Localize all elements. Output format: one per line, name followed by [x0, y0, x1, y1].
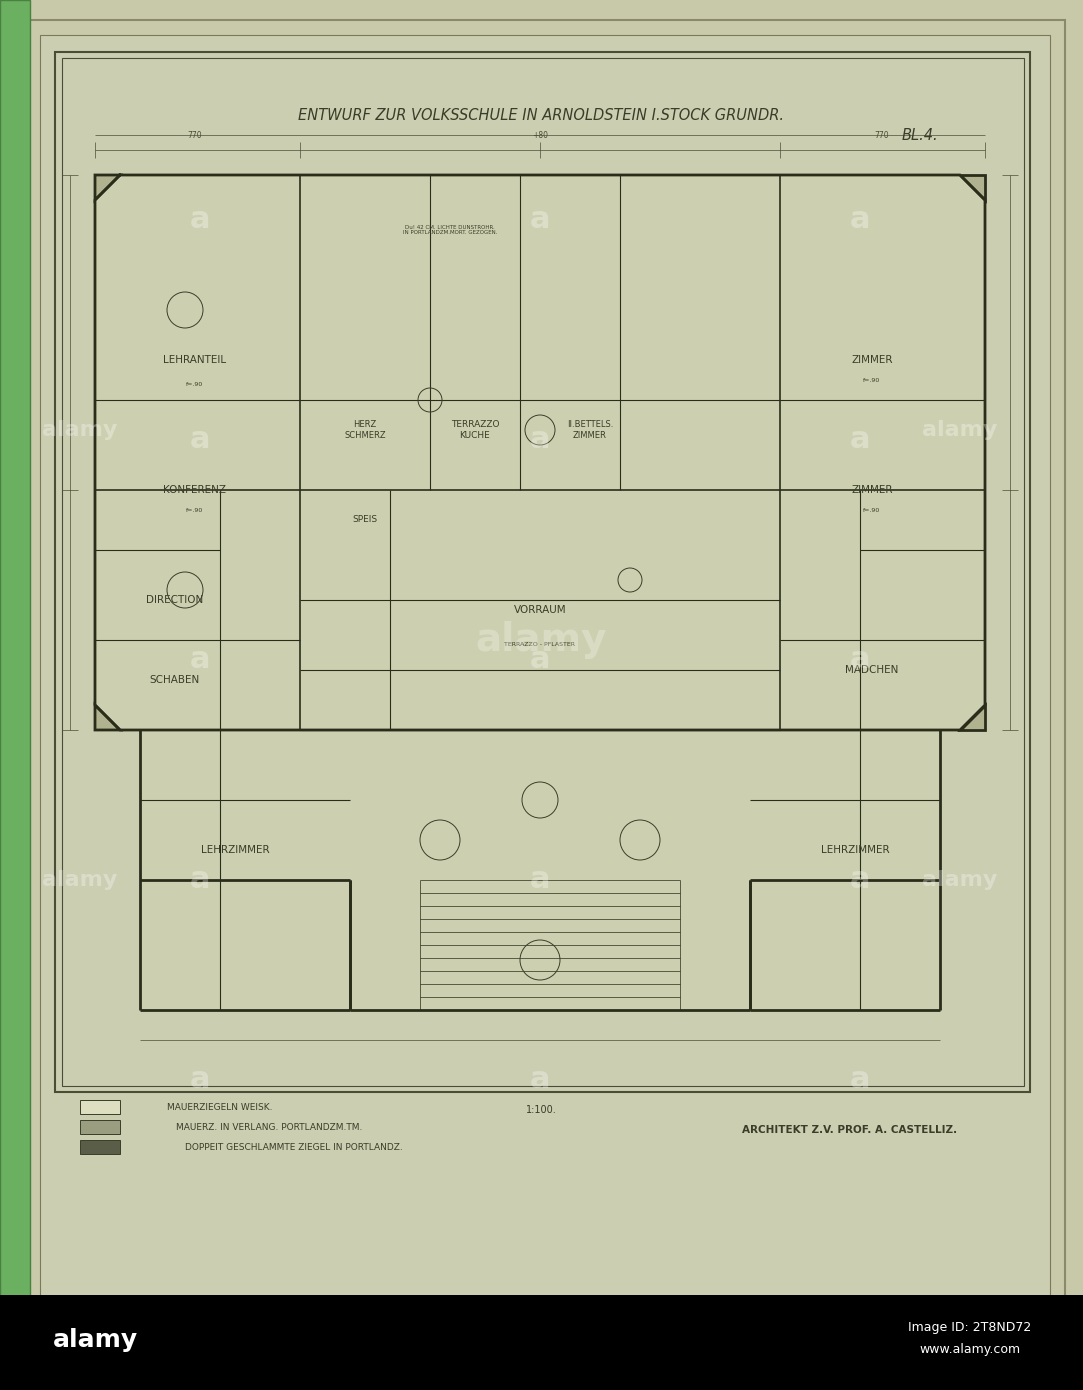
Text: MAUERZ. IN VERLANG. PORTLANDZM.TM.: MAUERZ. IN VERLANG. PORTLANDZM.TM.: [177, 1123, 363, 1131]
Text: a: a: [850, 425, 871, 455]
Bar: [80, 1120, 120, 1134]
Text: SCHABEN: SCHABEN: [149, 676, 200, 685]
Text: LEHRZIMMER: LEHRZIMMER: [200, 845, 270, 855]
Bar: [0, 0, 30, 1390]
Text: alamy: alamy: [923, 870, 997, 890]
Polygon shape: [95, 175, 120, 200]
Text: a: a: [530, 866, 550, 895]
Bar: [0, 1295, 1083, 1390]
Text: alamy: alamy: [42, 420, 118, 441]
Text: 1:100.: 1:100.: [525, 1105, 557, 1115]
Text: MADCHEN: MADCHEN: [846, 664, 899, 676]
Text: a: a: [850, 206, 871, 235]
Bar: [80, 1099, 120, 1113]
Text: HERZ
SCHMERZ: HERZ SCHMERZ: [344, 420, 386, 439]
Text: a: a: [190, 1066, 210, 1094]
Text: f=.90: f=.90: [863, 378, 880, 382]
Polygon shape: [960, 705, 986, 730]
Bar: [95, 175, 986, 730]
Text: a: a: [190, 866, 210, 895]
Text: a: a: [850, 1066, 871, 1094]
Text: alamy: alamy: [475, 621, 606, 659]
Text: DIRECTION: DIRECTION: [146, 595, 204, 605]
Bar: [140, 730, 940, 1011]
Text: SPEIS: SPEIS: [352, 516, 378, 524]
Text: Du! 42 CM. LICHTE DUNSTROHR.
IN PORTLANDZM.MORT. GEZOGEN.: Du! 42 CM. LICHTE DUNSTROHR. IN PORTLAND…: [403, 225, 497, 235]
Text: KONFERENZ: KONFERENZ: [164, 485, 226, 495]
Bar: [350, 880, 751, 1011]
Text: TERRAZZO - PFLASTER: TERRAZZO - PFLASTER: [505, 642, 575, 648]
Text: VORRAUM: VORRAUM: [513, 605, 566, 614]
Text: ZIMMER: ZIMMER: [851, 485, 892, 495]
Bar: [140, 730, 940, 880]
Text: LEHRZIMMER: LEHRZIMMER: [821, 845, 889, 855]
Text: alamy: alamy: [42, 870, 118, 890]
Text: ENTWURF ZUR VOLKSSCHULE IN ARNOLDSTEIN I.STOCK GRUNDR.: ENTWURF ZUR VOLKSSCHULE IN ARNOLDSTEIN I…: [298, 107, 784, 122]
Text: a: a: [530, 645, 550, 674]
Text: DOPPEIT GESCHLAMMTE ZIEGEL IN PORTLANDZ.: DOPPEIT GESCHLAMMTE ZIEGEL IN PORTLANDZ.: [185, 1143, 403, 1151]
Text: ARCHITEKT Z.V. PROF. A. CASTELLIZ.: ARCHITEKT Z.V. PROF. A. CASTELLIZ.: [743, 1125, 957, 1136]
Text: 770: 770: [875, 132, 889, 140]
Text: f=.90: f=.90: [186, 507, 204, 513]
Bar: [80, 1140, 120, 1154]
Text: alamy: alamy: [52, 1327, 138, 1352]
Text: f=.90: f=.90: [186, 382, 204, 388]
Polygon shape: [95, 705, 120, 730]
Text: ZIMMER: ZIMMER: [851, 354, 892, 366]
Bar: [55, 51, 1030, 1093]
Text: www.alamy.com: www.alamy.com: [919, 1344, 1020, 1357]
Bar: [62, 58, 1025, 1086]
Text: +80: +80: [532, 132, 548, 140]
Text: f=.90: f=.90: [863, 507, 880, 513]
Text: a: a: [190, 645, 210, 674]
Text: Image ID: 2T8ND72: Image ID: 2T8ND72: [909, 1322, 1032, 1334]
Text: a: a: [190, 206, 210, 235]
Text: LEHRANTEIL: LEHRANTEIL: [164, 354, 226, 366]
Text: alamy: alamy: [923, 420, 997, 441]
Text: a: a: [190, 425, 210, 455]
Polygon shape: [960, 175, 986, 200]
Text: a: a: [530, 1066, 550, 1094]
Text: a: a: [850, 866, 871, 895]
Text: a: a: [530, 425, 550, 455]
Text: a: a: [530, 206, 550, 235]
Text: 770: 770: [187, 132, 203, 140]
Text: BL.4.: BL.4.: [902, 128, 938, 143]
Text: TERRAZZO
KUCHE: TERRAZZO KUCHE: [451, 420, 499, 439]
Text: a: a: [850, 645, 871, 674]
Text: II.BETTELS.
ZIMMER: II.BETTELS. ZIMMER: [566, 420, 613, 439]
Text: MAUERZIEGELN WEISK.: MAUERZIEGELN WEISK.: [167, 1102, 272, 1112]
